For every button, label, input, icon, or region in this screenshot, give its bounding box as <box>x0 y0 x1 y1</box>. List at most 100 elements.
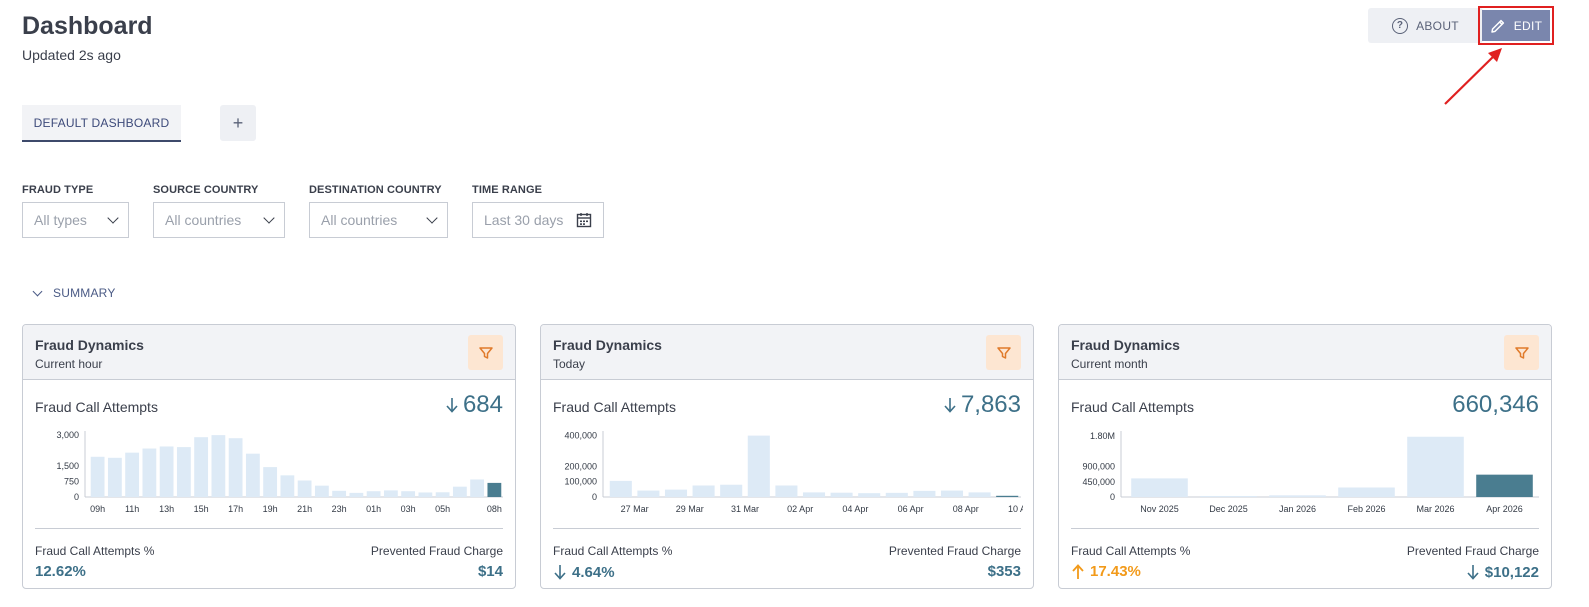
bar-chart: 0 100,000 200,000 400,000 27 Mar 29 Mar 31 Mar… <box>564 431 1023 514</box>
time-range-picker[interactable]: Last 30 days <box>472 202 604 238</box>
x-tick-label: Feb 2026 <box>1347 504 1385 514</box>
chart-bar[interactable] <box>775 485 798 497</box>
chart-bar[interactable] <box>107 457 122 497</box>
stat-prevented-fraud-charge: Prevented Fraud Charge $10,122 <box>1407 544 1539 581</box>
about-button[interactable]: ? ABOUT <box>1368 8 1483 43</box>
chart-bar[interactable] <box>609 480 632 497</box>
chart-bar[interactable] <box>830 492 853 497</box>
stat-fraud-attempts-percent: Fraud Call Attempts % 4.64% <box>553 544 672 581</box>
chart-bar[interactable] <box>228 438 243 497</box>
page-title: Dashboard <box>22 12 153 40</box>
chart-bar[interactable] <box>747 435 770 497</box>
chart-bar[interactable] <box>194 437 209 497</box>
chart-bar[interactable] <box>280 475 295 497</box>
stat-number: $10,122 <box>1484 563 1539 581</box>
y-tick-label: 0 <box>592 492 597 502</box>
filter-label: DESTINATION COUNTRY <box>309 184 442 196</box>
filter-label: TIME RANGE <box>472 184 543 196</box>
pencil-icon <box>1490 19 1504 33</box>
chart-bar[interactable] <box>401 491 416 497</box>
chart-bar[interactable] <box>263 467 278 497</box>
chart-bar[interactable] <box>802 492 826 497</box>
chart-bar[interactable] <box>297 480 312 498</box>
chart-bar[interactable] <box>1269 495 1326 497</box>
x-tick-label: 03h <box>401 504 416 514</box>
metric-number: 684 <box>462 391 503 418</box>
stat-value: 4.64% <box>553 563 672 581</box>
x-tick-label: 08h <box>487 504 502 514</box>
chart-bar[interactable] <box>332 490 347 497</box>
card-filter-button[interactable] <box>1504 335 1539 370</box>
stat-prevented-fraud-charge: Prevented Fraud Charge $353 <box>889 544 1021 580</box>
stat-value: $10,122 <box>1407 563 1539 581</box>
destination-country-select[interactable]: All countries <box>309 202 448 238</box>
filter-destination-country: DESTINATION COUNTRY All countries <box>309 184 448 238</box>
card-title: Fraud Dynamics <box>1071 337 1180 353</box>
chart-bar[interactable] <box>913 490 936 497</box>
stat-fraud-attempts-percent: Fraud Call Attempts % 17.43% <box>1071 544 1190 580</box>
chart-bar[interactable] <box>1407 436 1464 497</box>
x-tick-label: 08 Apr <box>953 504 979 514</box>
x-tick-label: 06 Apr <box>898 504 924 514</box>
chart-bar[interactable] <box>452 486 467 497</box>
card-title: Fraud Dynamics <box>553 337 662 353</box>
chart-bar-current[interactable] <box>487 482 502 497</box>
chevron-down-icon <box>32 286 43 296</box>
tab-default-dashboard[interactable]: DEFAULT DASHBOARD <box>22 105 181 142</box>
chart-bar[interactable] <box>968 492 991 497</box>
chart-bar[interactable] <box>637 490 660 497</box>
chart-bar[interactable] <box>383 490 398 497</box>
card-filter-button[interactable] <box>986 335 1021 370</box>
stat-label: Prevented Fraud Charge <box>888 544 1021 558</box>
chart-bar[interactable] <box>142 448 157 497</box>
card-filter-button[interactable] <box>468 335 503 370</box>
chart-bar[interactable] <box>692 485 715 497</box>
x-tick-label: 17h <box>228 504 243 514</box>
chart-bar[interactable] <box>664 489 688 497</box>
x-tick-label: 15h <box>194 504 209 514</box>
chart-bar[interactable] <box>125 452 140 497</box>
chart-bar[interactable] <box>418 492 433 497</box>
chart-bar[interactable] <box>245 453 260 497</box>
select-value: All countries <box>165 212 242 228</box>
metric-label: Fraud Call Attempts <box>35 399 158 415</box>
y-tick-label: 750 <box>64 477 79 487</box>
chart-bar-current[interactable] <box>1476 474 1533 497</box>
chart-bar-current[interactable] <box>996 495 1019 497</box>
card-subtitle: Current hour <box>35 357 103 371</box>
chart-bar[interactable] <box>1131 478 1188 497</box>
chart-bar[interactable] <box>435 492 450 497</box>
chart-bar[interactable] <box>90 456 105 497</box>
stat-number: 4.64% <box>572 563 615 581</box>
chart-bar[interactable] <box>211 435 226 497</box>
y-tick-label: 400,000 <box>564 431 597 441</box>
chart-bar[interactable] <box>366 491 381 497</box>
chart-bar[interactable] <box>940 490 964 497</box>
card-subtitle: Current month <box>1071 357 1148 371</box>
chart-bar[interactable] <box>1200 495 1257 497</box>
edit-label: EDIT <box>1513 18 1543 33</box>
edit-button[interactable]: EDIT <box>1478 6 1554 45</box>
chart-bar[interactable] <box>159 446 174 497</box>
stat-number: $353 <box>987 563 1021 580</box>
chart-bar[interactable] <box>176 447 191 497</box>
chart-bar[interactable] <box>349 492 364 497</box>
metric-label: Fraud Call Attempts <box>553 399 676 415</box>
select-value: Last 30 days <box>484 212 564 228</box>
card-divider <box>553 528 1021 529</box>
add-tab-button[interactable]: + <box>220 105 256 141</box>
chart-bar[interactable] <box>885 492 908 497</box>
source-country-select[interactable]: All countries <box>153 202 285 238</box>
x-tick-label: 04 Apr <box>842 504 868 514</box>
metric-value: 660,346 <box>1452 391 1539 419</box>
chart-bar[interactable] <box>858 493 881 497</box>
summary-toggle[interactable]: SUMMARY <box>32 286 116 300</box>
fraud-type-select[interactable]: All types <box>22 202 129 238</box>
chart-bar[interactable] <box>470 479 485 497</box>
chart-bar[interactable] <box>720 484 743 497</box>
arrow-down-icon <box>944 398 956 413</box>
chart-bar[interactable] <box>314 485 329 497</box>
filter-fraud-type: FRAUD TYPE All types <box>22 184 129 238</box>
chart-bar[interactable] <box>1338 487 1395 497</box>
help-circle-icon: ? <box>1392 17 1409 34</box>
